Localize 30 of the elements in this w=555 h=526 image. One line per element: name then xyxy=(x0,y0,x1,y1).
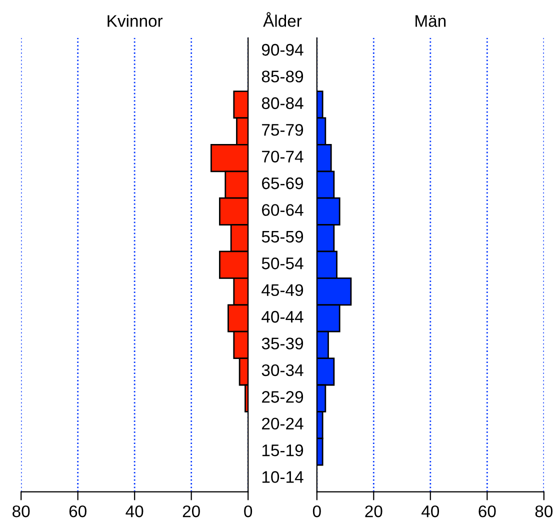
x-tick-label: 80 xyxy=(12,505,30,518)
x-tick-label: 0 xyxy=(312,505,321,518)
x-tick-label: 60 xyxy=(69,505,86,518)
category-label: 35-39 xyxy=(262,338,304,350)
x-tick-label: 40 xyxy=(126,505,144,518)
chart-title: Män xyxy=(416,15,446,27)
x-tick-label: 40 xyxy=(422,505,440,518)
x-tick-label: 20 xyxy=(365,505,382,518)
x-tick-label: 80 xyxy=(535,505,553,518)
category-label: 55-59 xyxy=(262,230,304,243)
category-label: 70-74 xyxy=(262,150,304,163)
category-label: 90-94 xyxy=(262,44,304,56)
category-label: 15-19 xyxy=(262,444,304,456)
category-label: 80-84 xyxy=(262,97,304,110)
category-label: 45-49 xyxy=(262,284,304,296)
category-label: 65-69 xyxy=(262,177,304,190)
category-label: 50-54 xyxy=(262,258,304,270)
category-label: 10-14 xyxy=(262,471,304,483)
x-tick-label: 60 xyxy=(478,505,496,518)
chart-title: Kvinnor xyxy=(108,14,163,27)
category-label: 30-34 xyxy=(262,364,304,376)
x-tick-label: 20 xyxy=(182,505,200,518)
category-label: 40-44 xyxy=(262,310,304,323)
x-tick-label: 0 xyxy=(244,505,252,518)
category-label: 60-64 xyxy=(262,204,304,216)
y-axis-title: Ålder xyxy=(263,12,302,27)
category-label: 20-24 xyxy=(262,418,304,430)
category-label: 25-29 xyxy=(262,391,304,403)
category-label: 85-89 xyxy=(262,70,304,82)
category-label: 75-79 xyxy=(262,124,304,136)
